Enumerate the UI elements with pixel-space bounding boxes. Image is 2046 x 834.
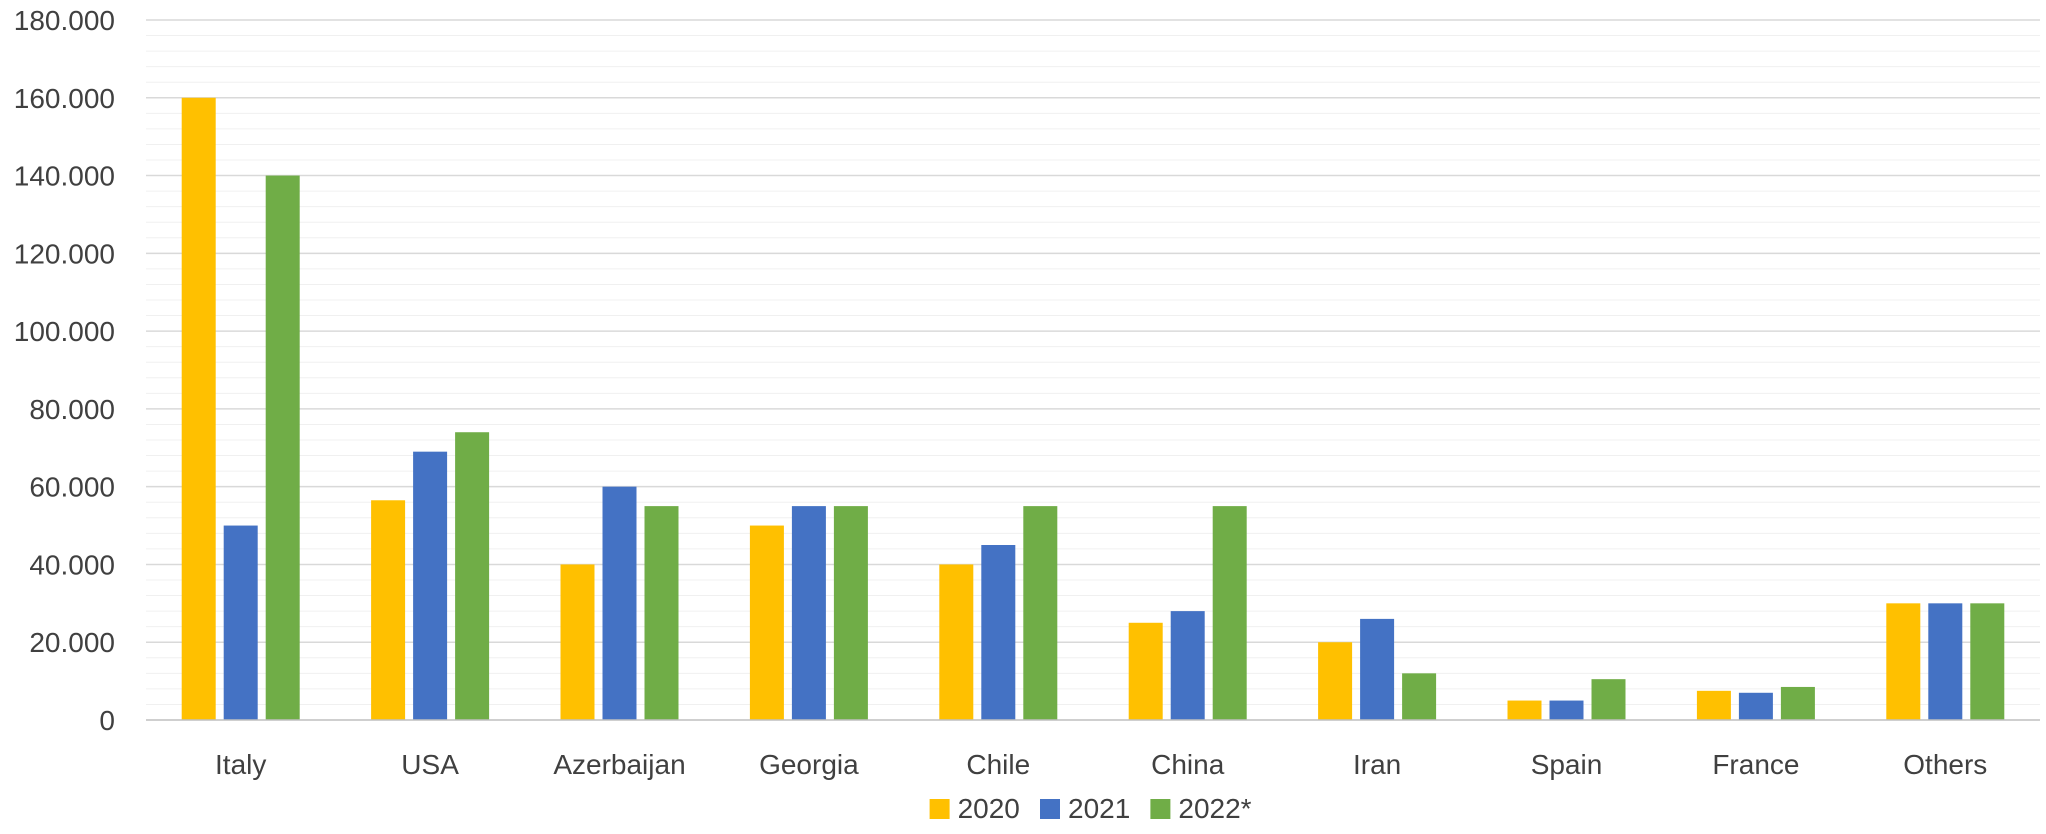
y-tick-label: 20.000 (29, 627, 115, 658)
bar-italy-2020 (181, 97, 216, 721)
bar-iran-2020 (1318, 642, 1353, 720)
y-tick-label: 40.000 (29, 549, 115, 580)
x-category-label: Azerbaijan (553, 749, 685, 780)
bar-georgia-2022 (833, 506, 868, 720)
bar-azerbaijan-2022 (644, 506, 679, 720)
x-category-label: Chile (966, 749, 1030, 780)
y-axis-tick-labels: 0 20.000 40.000 60.000 80.000 100.000 120.000 1… (14, 5, 115, 736)
bar-chile-2021 (981, 545, 1016, 720)
x-category-label: Others (1903, 749, 1987, 780)
legend-swatch (929, 799, 950, 819)
bar-georgia-2020 (749, 525, 784, 720)
y-tick-label: 60.000 (29, 472, 115, 503)
bars (181, 97, 2005, 721)
bar-spain-2020 (1507, 700, 1542, 720)
bar-spain-2021 (1549, 700, 1584, 720)
bar-azerbaijan-2021 (602, 486, 637, 720)
y-tick-label: 140.000 (14, 161, 115, 192)
x-category-label: France (1712, 749, 1799, 780)
bar-usa-2022 (455, 432, 490, 720)
x-category-label: China (1151, 749, 1225, 780)
y-tick-label: 120.000 (14, 238, 115, 269)
legend-swatch (1150, 799, 1171, 819)
bar-others-2022 (1970, 603, 2005, 720)
bar-iran-2022 (1402, 673, 1437, 720)
bar-chile-2022 (1023, 506, 1058, 720)
legend: 2020 2021 2022* (929, 793, 1252, 824)
legend-label: 2022* (1178, 793, 1251, 824)
x-category-label: USA (401, 749, 459, 780)
legend-swatch (1040, 799, 1060, 819)
bar-france-2020 (1696, 690, 1731, 720)
bar-others-2020 (1886, 603, 1921, 720)
y-tick-label: 180.000 (14, 5, 115, 36)
y-tick-label: 0 (99, 705, 115, 736)
bar-france-2021 (1738, 692, 1773, 720)
bar-azerbaijan-2020 (560, 564, 595, 720)
bar-georgia-2021 (791, 506, 826, 720)
bar-spain-2022 (1591, 679, 1626, 720)
bar-italy-2021 (223, 525, 258, 720)
x-axis-category-labels: Italy USA Azerbaijan Georgia Chile China Iran S… (215, 749, 1987, 780)
bar-usa-2020 (371, 500, 406, 720)
bar-china-2020 (1128, 622, 1163, 720)
x-category-label: Georgia (759, 749, 859, 780)
legend-label: 2020 (958, 793, 1020, 824)
x-category-label: Spain (1531, 749, 1603, 780)
y-tick-label: 100.000 (14, 316, 115, 347)
bar-others-2021 (1928, 603, 1963, 720)
bar-china-2021 (1170, 611, 1205, 720)
bar-usa-2021 (413, 451, 448, 720)
bar-china-2022 (1212, 506, 1247, 720)
x-category-label: Italy (215, 749, 266, 780)
bar-italy-2022 (265, 175, 300, 721)
bar-france-2022 (1780, 686, 1815, 720)
legend-label: 2021 (1068, 793, 1130, 824)
bar-chile-2020 (939, 564, 974, 720)
x-category-label: Iran (1353, 749, 1401, 780)
bar-iran-2021 (1360, 618, 1395, 720)
y-tick-label: 160.000 (14, 83, 115, 114)
y-tick-label: 80.000 (29, 394, 115, 425)
